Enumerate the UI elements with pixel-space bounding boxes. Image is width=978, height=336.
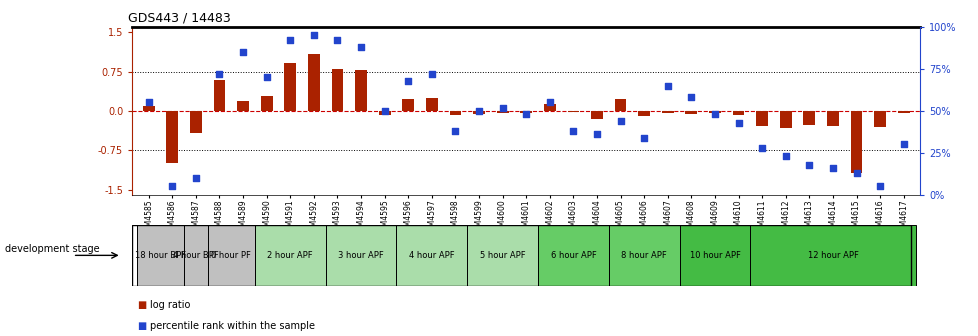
Bar — [284, 62, 296, 111]
Bar — [897, 111, 909, 113]
Bar — [207, 225, 254, 286]
Text: 18 hour BPF: 18 hour BPF — [135, 251, 186, 260]
Text: 8 hour APF: 8 hour APF — [621, 251, 666, 260]
Point — [565, 128, 581, 134]
Point — [470, 108, 486, 114]
Point — [659, 83, 675, 88]
Text: 12 hour APF: 12 hour APF — [807, 251, 858, 260]
Point — [330, 38, 345, 43]
Bar — [826, 111, 838, 126]
Point — [353, 44, 369, 50]
Bar — [519, 111, 532, 113]
Bar — [567, 111, 579, 113]
Bar — [850, 111, 862, 173]
Text: 6 hour APF: 6 hour APF — [550, 251, 596, 260]
Text: percentile rank within the sample: percentile rank within the sample — [150, 321, 315, 331]
Bar — [755, 111, 768, 126]
Point — [706, 112, 722, 117]
Point — [400, 78, 416, 83]
Bar — [332, 69, 343, 111]
Bar — [685, 111, 696, 114]
Bar — [137, 225, 184, 286]
Point — [517, 112, 533, 117]
Bar — [143, 106, 155, 111]
Point — [612, 118, 628, 124]
Bar — [538, 225, 608, 286]
Point — [824, 165, 840, 171]
Point — [235, 49, 250, 55]
Bar — [873, 111, 885, 127]
Text: ■: ■ — [137, 300, 146, 310]
Bar — [402, 99, 414, 111]
Text: GDS443 / 14483: GDS443 / 14483 — [128, 11, 231, 24]
Bar — [732, 111, 743, 115]
Bar — [449, 111, 461, 115]
Bar — [425, 98, 437, 111]
Point — [141, 100, 156, 105]
Point — [683, 95, 698, 100]
Point — [848, 170, 864, 176]
Bar — [378, 111, 390, 115]
Point — [164, 184, 180, 189]
Bar — [779, 111, 791, 128]
Bar — [544, 104, 556, 111]
Bar — [396, 225, 467, 286]
Point — [306, 33, 322, 38]
Point — [494, 105, 510, 110]
Point — [778, 154, 793, 159]
Point — [423, 71, 439, 77]
Bar — [472, 111, 484, 114]
Bar — [591, 111, 602, 119]
Text: 4 hour APF: 4 hour APF — [409, 251, 454, 260]
Point — [589, 132, 604, 137]
Bar — [260, 96, 272, 111]
Point — [636, 135, 651, 140]
Point — [754, 145, 770, 151]
Point — [895, 142, 911, 147]
Point — [258, 75, 274, 80]
Bar — [326, 225, 396, 286]
Bar — [608, 225, 679, 286]
Text: 2 hour APF: 2 hour APF — [267, 251, 313, 260]
Text: 5 hour APF: 5 hour APF — [479, 251, 525, 260]
Point — [730, 120, 745, 125]
Bar — [496, 111, 508, 113]
Bar — [166, 111, 178, 163]
Point — [211, 71, 227, 77]
Text: 10 hour APF: 10 hour APF — [689, 251, 739, 260]
Text: 3 hour APF: 3 hour APF — [337, 251, 383, 260]
Point — [871, 184, 887, 189]
Bar — [308, 54, 320, 111]
Bar — [190, 111, 201, 133]
Bar — [679, 225, 749, 286]
Text: development stage: development stage — [5, 244, 100, 254]
Text: log ratio: log ratio — [150, 300, 190, 310]
Bar — [708, 111, 720, 113]
Bar — [467, 225, 538, 286]
Point — [801, 162, 817, 167]
Point — [282, 38, 297, 43]
Text: 0 hour PF: 0 hour PF — [211, 251, 251, 260]
Point — [447, 128, 463, 134]
Bar — [638, 111, 649, 116]
Bar — [237, 101, 248, 111]
Bar — [184, 225, 207, 286]
Point — [377, 108, 392, 114]
Point — [188, 175, 203, 181]
Text: 4 hour BPF: 4 hour BPF — [173, 251, 218, 260]
Point — [542, 100, 557, 105]
Bar — [254, 225, 326, 286]
Bar — [213, 80, 225, 111]
Bar — [614, 99, 626, 111]
Text: ■: ■ — [137, 321, 146, 331]
Bar — [803, 111, 815, 125]
Bar — [749, 225, 914, 286]
Bar — [661, 111, 673, 113]
Bar — [355, 70, 367, 111]
